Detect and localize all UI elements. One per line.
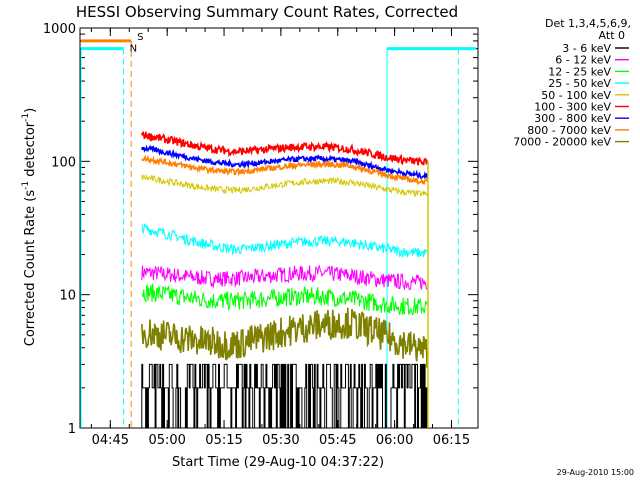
plot-area: 04:45 05:00 05:15 05:30 05:45 06:00 06:15 1 10 10… <box>43 22 479 448</box>
legend-label: 12 - 25 keV <box>548 65 611 78</box>
x-tick-label: 06:15 <box>433 433 470 448</box>
series-line-1 <box>141 264 428 291</box>
x-tick-label: 06:00 <box>376 433 413 448</box>
saa-label: S <box>137 32 143 43</box>
x-tick-label: 05:45 <box>319 433 356 448</box>
series-line-6 <box>141 144 429 180</box>
y-tick-label: 10 <box>59 289 76 304</box>
series-line-5 <box>141 131 429 166</box>
x-tick-label: 05:00 <box>148 433 185 448</box>
y-tick-label: 100 <box>51 155 76 170</box>
y-axis-label-prefix: Corrected Count Rate (s <box>23 190 38 347</box>
series-line-2 <box>141 283 429 316</box>
legend-label: 100 - 300 keV <box>534 101 611 114</box>
series-line-4 <box>141 173 429 198</box>
legend-label: 50 - 100 keV <box>541 89 611 102</box>
x-axis-label: Start Time (29-Aug-10 04:37:22) <box>172 455 384 470</box>
legend-label: 3 - 6 keV <box>562 42 611 55</box>
y-tick-label: 1 <box>68 422 76 437</box>
x-tick-label: 05:30 <box>262 433 299 448</box>
y-axis-label-sup2: -1 <box>21 113 31 122</box>
legend-header-line2: Att 0 <box>599 29 625 42</box>
date-stamp: 29-Aug-2010 15:00 <box>557 468 634 477</box>
y-axis-label-sup1: -1 <box>21 181 31 190</box>
series-line-0 <box>141 363 428 429</box>
plot-frame <box>79 27 479 429</box>
legend-label: 7000 - 20000 keV <box>513 136 611 149</box>
legend-label: 800 - 7000 keV <box>527 124 611 137</box>
series-line-7 <box>141 154 429 186</box>
y-tick-label: 1000 <box>43 22 76 37</box>
y-axis-label-suffix: ) <box>23 108 38 113</box>
legend-header-line1: Det 1,3,4,5,6,9, <box>545 17 631 30</box>
legend-label: 6 - 12 keV <box>555 54 611 67</box>
night-label: N <box>130 44 137 55</box>
series-line-8 <box>141 307 429 369</box>
legend-label: 300 - 800 keV <box>534 112 611 125</box>
x-tick-label: 04:45 <box>92 433 129 448</box>
y-axis-label: Corrected Count Rate (s-1 detector-1) <box>21 108 38 346</box>
x-tick-label: 05:15 <box>205 433 242 448</box>
chart-title: HESSI Observing Summary Count Rates, Cor… <box>76 3 458 21</box>
legend-label: 25 - 50 keV <box>548 77 611 90</box>
series-line-3 <box>141 223 429 259</box>
y-axis-label-mid: detector <box>23 121 38 181</box>
